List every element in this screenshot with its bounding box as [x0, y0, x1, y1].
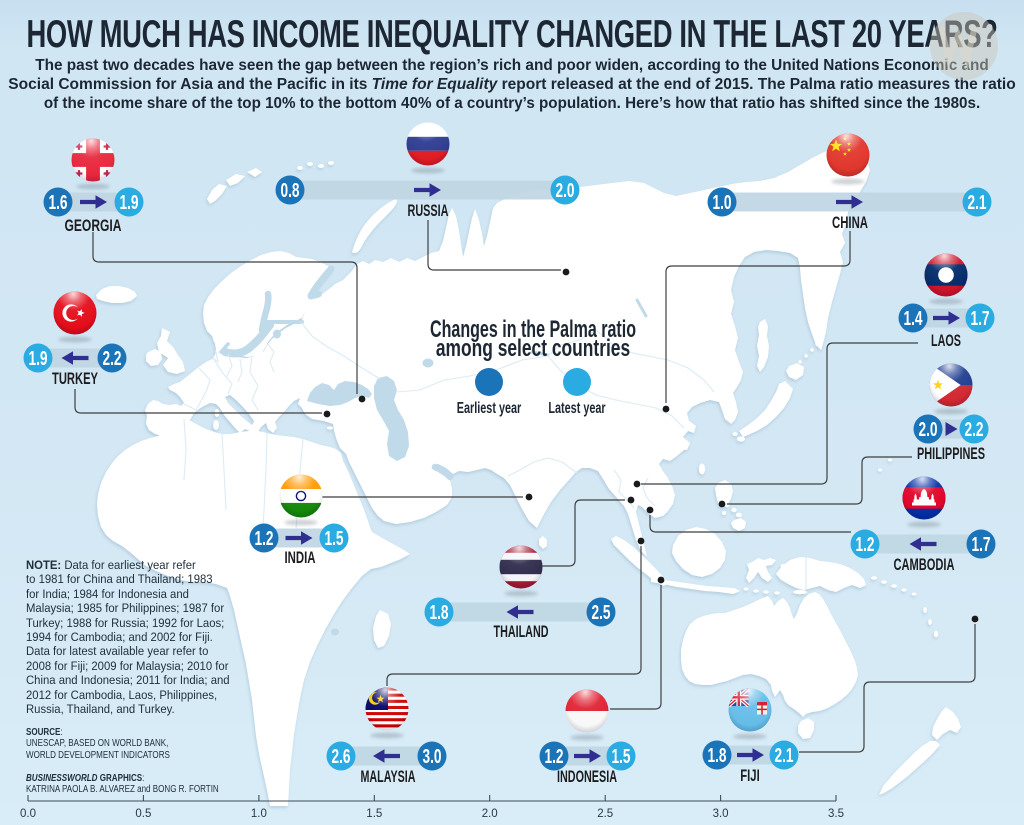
svg-text:2.1: 2.1	[968, 192, 987, 214]
svg-text:1.8: 1.8	[430, 602, 449, 624]
svg-text:1.6: 1.6	[49, 192, 68, 214]
svg-text:THAILAND: THAILAND	[494, 623, 549, 641]
svg-text:1.2: 1.2	[545, 746, 564, 768]
svg-text:0.8: 0.8	[281, 180, 300, 202]
svg-text:2.6: 2.6	[332, 746, 351, 768]
svg-text:1.7: 1.7	[971, 308, 990, 330]
svg-text:3.0: 3.0	[713, 808, 729, 820]
svg-text:MALAYSIA: MALAYSIA	[361, 768, 416, 786]
svg-text:1.0: 1.0	[251, 808, 267, 820]
svg-text:1.9: 1.9	[120, 192, 139, 214]
svg-text:CHINA: CHINA	[832, 214, 868, 232]
svg-text:1.9: 1.9	[29, 348, 48, 370]
svg-text:1.4: 1.4	[904, 308, 924, 330]
svg-text:2.2: 2.2	[965, 419, 984, 441]
svg-text:INDONESIA: INDONESIA	[557, 768, 617, 786]
svg-text:1.5: 1.5	[366, 808, 382, 820]
svg-text:2.1: 2.1	[775, 745, 794, 767]
svg-text:1.2: 1.2	[856, 534, 875, 556]
svg-text:3.0: 3.0	[423, 746, 442, 768]
svg-text:RUSSIA: RUSSIA	[408, 202, 449, 220]
svg-text:2.0: 2.0	[482, 808, 498, 820]
svg-text:CAMBODIA: CAMBODIA	[894, 556, 955, 574]
svg-text:1.5: 1.5	[325, 528, 344, 550]
svg-text:1.5: 1.5	[612, 746, 631, 768]
svg-text:INDIA: INDIA	[285, 549, 316, 567]
svg-text:GEORGIA: GEORGIA	[65, 217, 122, 235]
svg-text:1.2: 1.2	[255, 528, 274, 550]
svg-text:3.5: 3.5	[828, 808, 844, 820]
svg-text:0.0: 0.0	[20, 808, 36, 820]
svg-text:1.8: 1.8	[708, 745, 727, 767]
svg-text:2.5: 2.5	[597, 808, 613, 820]
svg-text:2.0: 2.0	[556, 180, 575, 202]
svg-text:2.0: 2.0	[919, 419, 938, 441]
svg-text:1.0: 1.0	[713, 192, 732, 214]
svg-text:2.2: 2.2	[103, 348, 122, 370]
svg-text:0.5: 0.5	[135, 808, 151, 820]
svg-text:TURKEY: TURKEY	[52, 370, 98, 388]
svg-text:FIJI: FIJI	[740, 767, 760, 785]
svg-text:2.5: 2.5	[592, 602, 611, 624]
svg-text:LAOS: LAOS	[931, 332, 961, 350]
svg-text:1.7: 1.7	[972, 534, 991, 556]
svg-text:PHILIPPINES: PHILIPPINES	[917, 445, 985, 463]
